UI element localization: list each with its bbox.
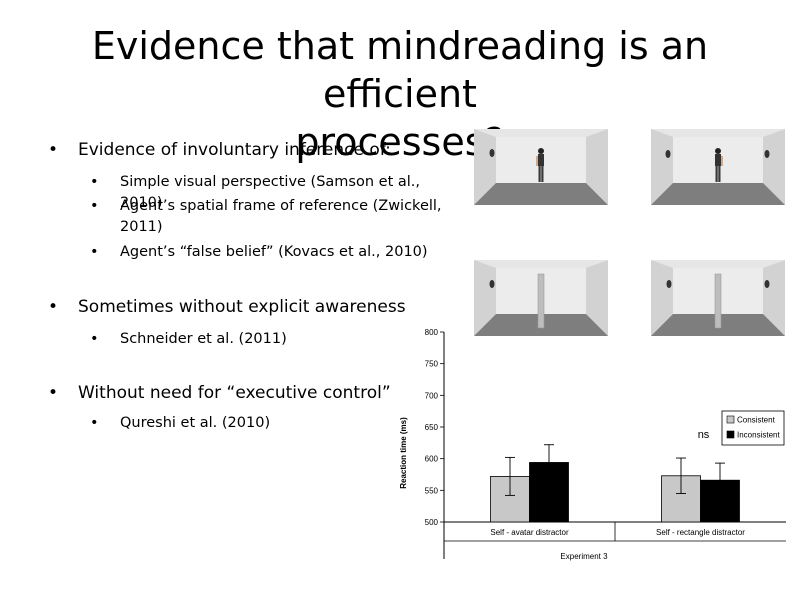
bullet-dot-icon: • (48, 140, 59, 160)
sub-bullet-text: Schneider et al. (2011) (120, 331, 287, 347)
chart-legend: Consistent Inconsistent (721, 410, 785, 446)
sub-bullet-text: Qureshi et al. (2010) (120, 415, 271, 431)
stimulus-room-rectangle (651, 260, 785, 336)
significance-annotation: ns (698, 429, 710, 441)
bullet-dot-icon: • (90, 415, 99, 431)
x-category-label: Self - rectangle distractor (656, 528, 745, 537)
y-tick-label: 500 (425, 518, 439, 527)
slide-title-line-1: Evidence that mindreading is an efficien… (91, 24, 709, 116)
sub-bullet-text: Agent’s spatial frame of reference (Zwic… (120, 198, 442, 235)
slide-title-line-2: processes? (295, 120, 505, 164)
legend-label-consistent: Consistent (737, 416, 776, 425)
stimulus-room-avatar (474, 129, 608, 205)
bullet-text: Without need for “executive control” (78, 383, 391, 403)
reaction-time-chart: Reaction time (ms) Experiment 3 500 550 60… (399, 328, 786, 561)
x-category-label: Self - avatar distractor (490, 528, 569, 537)
slide-title: Evidence that mindreading is an efficien… (40, 22, 760, 166)
avatar-figure (715, 148, 723, 182)
y-tick-label: 700 (425, 391, 439, 400)
stimulus-room-rectangle (474, 260, 608, 336)
sub-bullet-text: Agent’s “false belief” (Kovacs et al., 2… (120, 244, 428, 260)
legend-label-inconsistent: Inconsistent (737, 431, 780, 440)
y-tick-label: 650 (425, 423, 439, 432)
rectangle-object (714, 273, 722, 329)
y-tick-label: 550 (425, 486, 439, 495)
bullet-dot-icon: • (90, 244, 99, 260)
y-tick-label: 800 (425, 328, 439, 337)
y-tick-label: 750 (425, 360, 439, 369)
avatar-figure (536, 148, 544, 182)
y-tick-label: 600 (425, 455, 439, 464)
legend-swatch-inconsistent (726, 430, 735, 439)
sub-bullet-text: Simple visual perspective (Samson et al.… (120, 174, 421, 211)
bullet-dot-icon: • (90, 174, 99, 190)
stimulus-room-avatar (651, 129, 785, 205)
x-axis-label: Experiment 3 (560, 552, 608, 561)
bullet-dot-icon: • (48, 297, 59, 317)
bullet-dot-icon: • (90, 331, 99, 347)
bullet-text: Sometimes without explicit awareness (78, 297, 406, 317)
legend-swatch-consistent (726, 415, 735, 424)
rectangle-object (537, 273, 545, 329)
bullet-dot-icon: • (90, 198, 99, 214)
y-axis-label: Reaction time (ms) (399, 417, 408, 489)
bullet-text: Evidence of involuntary inference of: (78, 140, 391, 160)
bullet-dot-icon: • (48, 383, 59, 403)
